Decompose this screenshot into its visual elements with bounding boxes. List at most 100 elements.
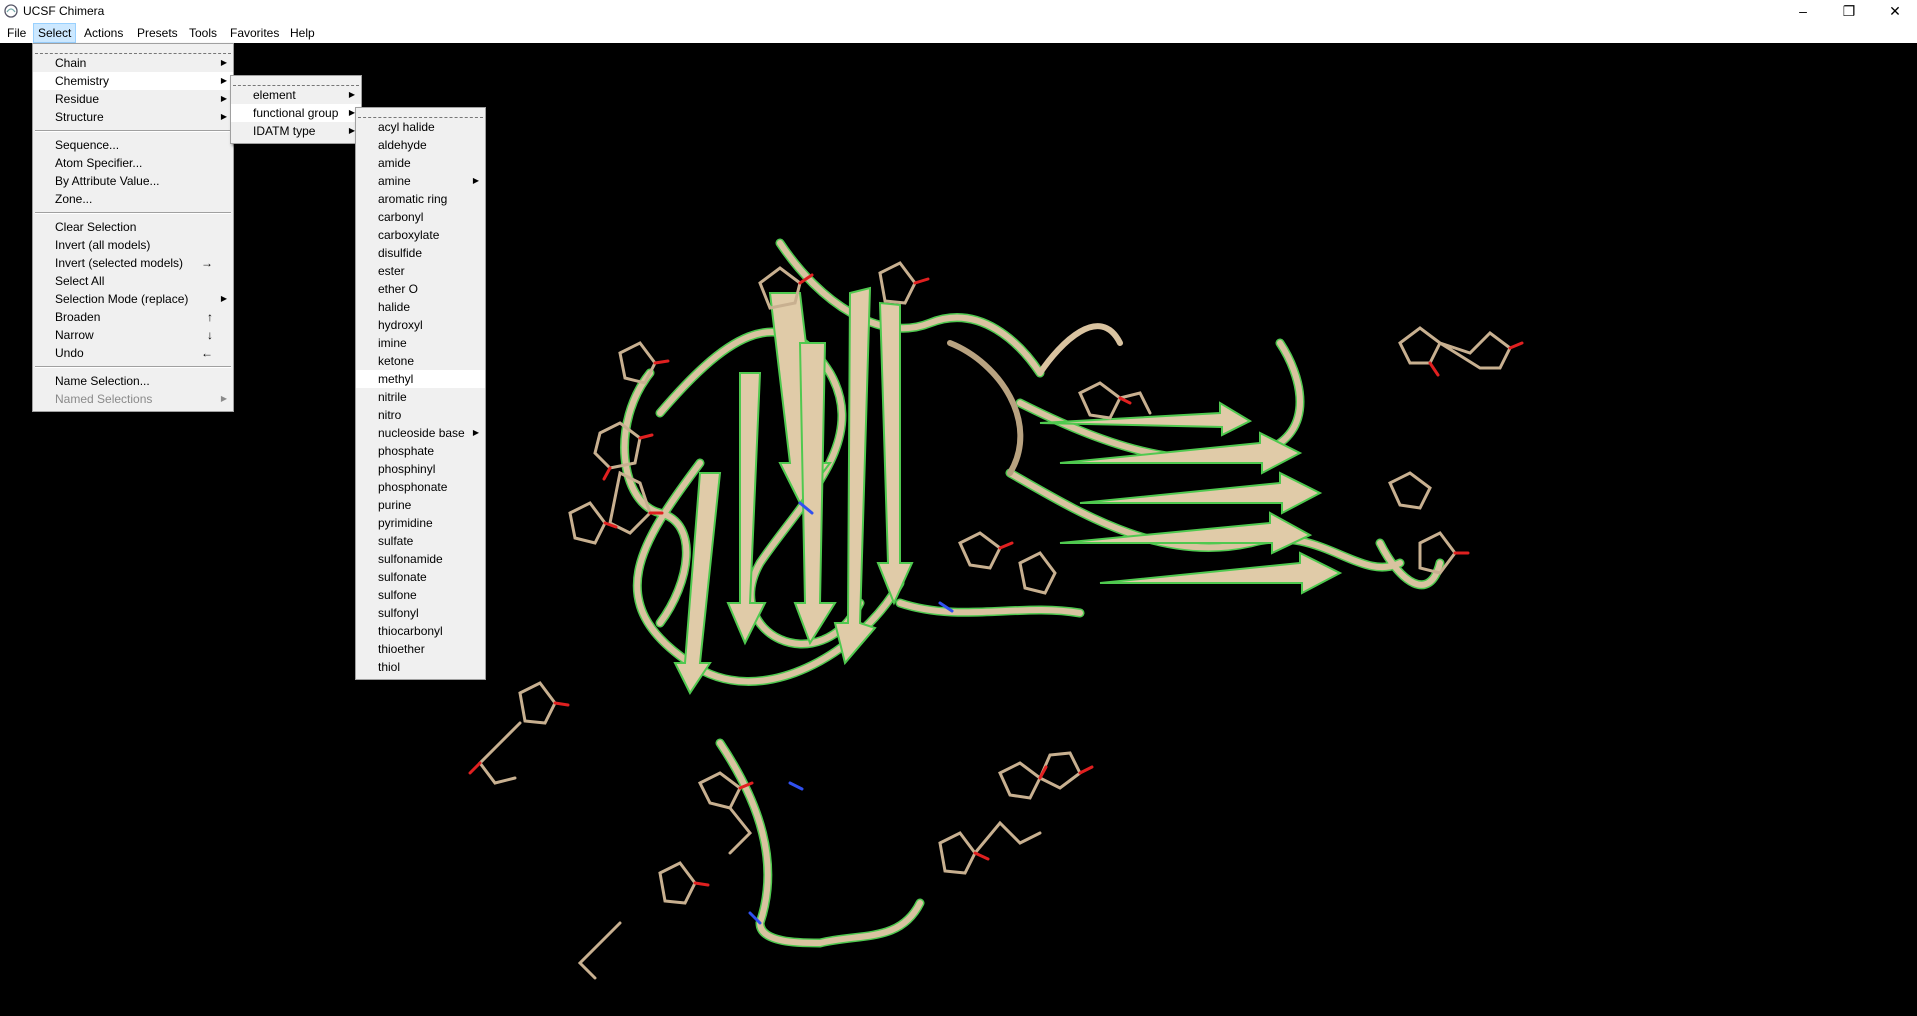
menu-tools[interactable]: Tools <box>189 26 218 40</box>
menu-item-atom-specifier[interactable]: Atom Specifier... <box>33 154 233 172</box>
menu-item-fg-purine[interactable]: purine <box>356 496 485 514</box>
menu-item-fg-thioether[interactable]: thioether <box>356 640 485 658</box>
menu-item-fg-hydroxyl[interactable]: hydroxyl <box>356 316 485 334</box>
menu-item-undo[interactable]: Undo ← <box>33 344 233 362</box>
menu-item-named-selections: Named Selections ▶ <box>33 390 233 408</box>
menu-item-zone[interactable]: Zone... <box>33 190 233 208</box>
menu-item-fg-ester[interactable]: ester <box>356 262 485 280</box>
menu-item-fg-sulfonamide[interactable]: sulfonamide <box>356 550 485 568</box>
tearoff-line[interactable] <box>233 76 359 86</box>
menu-item-structure[interactable]: Structure ▶ <box>33 108 233 126</box>
label: Chemistry <box>55 74 110 88</box>
menu-help[interactable]: Help <box>290 26 315 40</box>
menu-item-fg-imine[interactable]: imine <box>356 334 485 352</box>
menu-item-fg-sulfate[interactable]: sulfate <box>356 532 485 550</box>
label: Sequence... <box>55 138 120 152</box>
shortcut-down-arrow: ↓ <box>207 328 213 342</box>
menu-item-fg-sulfone[interactable]: sulfone <box>356 586 485 604</box>
label: Invert (selected models) <box>55 256 184 270</box>
menu-item-invert-all[interactable]: Invert (all models) <box>33 236 233 254</box>
label: thiol <box>378 660 401 674</box>
submenu-arrow-icon: ▶ <box>220 94 227 103</box>
menu-item-fg-phosphinyl[interactable]: phosphinyl <box>356 460 485 478</box>
molecule-rendering <box>468 238 1524 980</box>
label: ketone <box>378 354 415 368</box>
label: sulfonate <box>378 570 427 584</box>
restore-button[interactable]: ❐ <box>1826 0 1872 22</box>
menu-item-fg-amide[interactable]: amide <box>356 154 485 172</box>
label: Name Selection... <box>55 374 150 388</box>
submenu-arrow-icon: ▶ <box>220 294 227 303</box>
tearoff-line[interactable] <box>358 108 483 118</box>
menu-item-fg-carboxylate[interactable]: carboxylate <box>356 226 485 244</box>
label: Select All <box>55 274 105 288</box>
menu-item-fg-thiol[interactable]: thiol <box>356 658 485 676</box>
menu-item-fg-carbonyl[interactable]: carbonyl <box>356 208 485 226</box>
minimize-button[interactable]: – <box>1780 0 1826 22</box>
label: ester <box>378 264 405 278</box>
submenu-arrow-icon: ▶ <box>220 58 227 67</box>
menu-item-fg-phosphate[interactable]: phosphate <box>356 442 485 460</box>
label: ether O <box>378 282 419 296</box>
label: phosphinyl <box>378 462 436 476</box>
menu-item-fg-nucleoside-base[interactable]: nucleoside base ▶ <box>356 424 485 442</box>
window-title: UCSF Chimera <box>23 4 105 18</box>
functional-group-list: acyl halide aldehyde amide amine ▶ aromatic r… <box>356 118 485 676</box>
title-bar: UCSF Chimera – ❐ ✕ <box>0 0 1917 22</box>
label: phosphonate <box>378 480 448 494</box>
menu-presets[interactable]: Presets <box>137 26 178 40</box>
label: functional group <box>253 106 339 120</box>
submenu-arrow-icon: ▶ <box>220 76 227 85</box>
submenu-arrow-icon: ▶ <box>348 90 355 99</box>
menu-item-fg-phosphonate[interactable]: phosphonate <box>356 478 485 496</box>
menu-favorites[interactable]: Favorites <box>230 26 280 40</box>
menu-item-functional-group[interactable]: functional group ▶ <box>231 104 361 122</box>
menu-item-fg-methyl[interactable]: methyl <box>356 370 485 388</box>
graphics-viewport[interactable] <box>0 43 1917 1013</box>
menu-item-idatm-type[interactable]: IDATM type ▶ <box>231 122 361 140</box>
menu-item-fg-amine[interactable]: amine ▶ <box>356 172 485 190</box>
menu-item-fg-ketone[interactable]: ketone <box>356 352 485 370</box>
menu-item-fg-acyl-halide[interactable]: acyl halide <box>356 118 485 136</box>
menu-item-fg-thiocarbonyl[interactable]: thiocarbonyl <box>356 622 485 640</box>
menu-item-select-all[interactable]: Select All <box>33 272 233 290</box>
tearoff-line[interactable] <box>35 44 231 54</box>
label: imine <box>378 336 407 350</box>
menu-item-invert-selected[interactable]: Invert (selected models) → <box>33 254 233 272</box>
label: sulfonyl <box>378 606 419 620</box>
label: purine <box>378 498 412 512</box>
menu-item-chain[interactable]: Chain ▶ <box>33 54 233 72</box>
label: pyrimidine <box>378 516 433 530</box>
menu-actions[interactable]: Actions <box>84 26 124 40</box>
label: hydroxyl <box>378 318 423 332</box>
close-button[interactable]: ✕ <box>1872 0 1917 22</box>
menu-item-element[interactable]: element ▶ <box>231 86 361 104</box>
menu-select[interactable]: Select <box>33 23 77 43</box>
menu-item-fg-nitro[interactable]: nitro <box>356 406 485 424</box>
menu-item-fg-halide[interactable]: halide <box>356 298 485 316</box>
label: aromatic ring <box>378 192 448 206</box>
menu-item-fg-sulfonyl[interactable]: sulfonyl <box>356 604 485 622</box>
menu-item-fg-disulfide[interactable]: disulfide <box>356 244 485 262</box>
menu-item-by-attribute-value[interactable]: By Attribute Value... <box>33 172 233 190</box>
menu-item-selection-mode[interactable]: Selection Mode (replace) ▶ <box>33 290 233 308</box>
menu-item-fg-ether-o[interactable]: ether O <box>356 280 485 298</box>
menu-item-clear-selection[interactable]: Clear Selection <box>33 218 233 236</box>
menu-item-narrow[interactable]: Narrow ↓ <box>33 326 233 344</box>
menu-item-sequence[interactable]: Sequence... <box>33 136 233 154</box>
menu-item-fg-nitrile[interactable]: nitrile <box>356 388 485 406</box>
menu-item-broaden[interactable]: Broaden ↑ <box>33 308 233 326</box>
menu-item-chemistry[interactable]: Chemistry ▶ <box>33 72 233 90</box>
menu-file[interactable]: File <box>7 26 27 40</box>
select-menu: Chain ▶ Chemistry ▶ Residue ▶ Structure ▶ Se… <box>32 43 234 412</box>
label: By Attribute Value... <box>55 174 160 188</box>
menu-item-fg-sulfonate[interactable]: sulfonate <box>356 568 485 586</box>
label: amine <box>378 174 411 188</box>
menu-item-name-selection[interactable]: Name Selection... <box>33 372 233 390</box>
menu-item-fg-pyrimidine[interactable]: pyrimidine <box>356 514 485 532</box>
menu-item-residue[interactable]: Residue ▶ <box>33 90 233 108</box>
label: carboxylate <box>378 228 440 242</box>
shortcut-left-arrow: ← <box>201 346 213 360</box>
menu-item-fg-aromatic-ring[interactable]: aromatic ring <box>356 190 485 208</box>
menu-item-fg-aldehyde[interactable]: aldehyde <box>356 136 485 154</box>
